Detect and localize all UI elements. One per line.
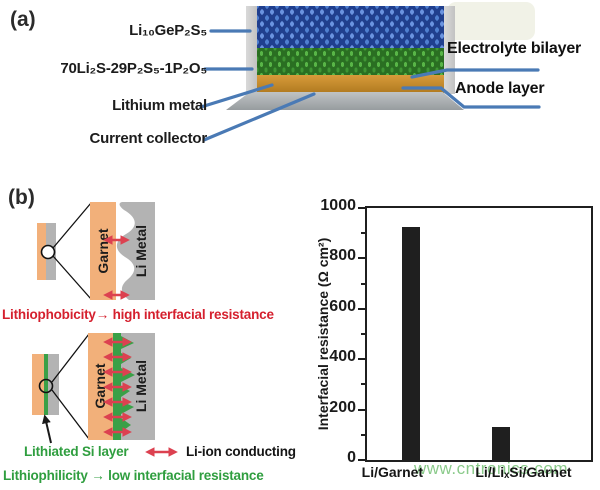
label-li2s-p2s5-p2o5: 70Li₂S-29P₂S₅-1P₂O₅: [60, 60, 207, 77]
leader-line-electrolyte-bilayer: [410, 68, 540, 79]
x-tick-label: Li/Garnet: [361, 464, 424, 480]
li-metal-label: Li Metal: [133, 225, 149, 277]
y-major-tick: [358, 358, 366, 361]
faint-watermark-smudge: [447, 2, 535, 40]
leader-line-lithium-metal: [199, 83, 274, 109]
y-tick-label: 200: [329, 398, 356, 416]
bar: [491, 427, 510, 460]
leader-line-anode-layer: [401, 86, 541, 109]
panel-b-tag: (b): [8, 186, 35, 209]
layer-anode: [257, 75, 444, 93]
y-minor-tick: [361, 383, 366, 386]
garnet-label: Garnet: [95, 228, 111, 273]
zoom-line-bottom: [51, 389, 90, 440]
label-li-ion-conducting: Li-ion conducting: [186, 444, 296, 459]
lithiophilic-diagram: Garnet Li Metal: [32, 333, 178, 457]
y-major-tick: [358, 459, 366, 461]
chart-plot: [358, 206, 593, 462]
leader-line-current-collector: [202, 92, 316, 142]
li-metal-shape: [116, 202, 155, 300]
y-tick-label: 1000: [320, 197, 356, 214]
garnet-bar: [90, 202, 116, 300]
si-pointer-arrow: [42, 414, 52, 444]
y-minor-tick: [361, 232, 366, 235]
y-minor-tick: [361, 282, 366, 285]
panel-a-tag: (a): [10, 8, 36, 31]
mini-garnet-strip: [32, 354, 44, 415]
interface-diagrams-svg: Garnet Li Metal Garnet: [32, 202, 178, 457]
caption-lithiophobicity: Lithiophobicity→ high interfacial resist…: [2, 307, 274, 322]
label-lithiated-si-layer: Lithiated Si layer: [24, 444, 129, 459]
garnet-label: Garnet: [92, 363, 108, 408]
zoom-line-top: [51, 333, 90, 383]
label-anode-layer: Anode layer: [455, 80, 545, 97]
chart-x-tick-labels: Li/Garnet Li/LiₓSi/Garnet: [362, 464, 593, 488]
lithiophobic-diagram: Garnet Li Metal: [37, 202, 155, 300]
y-tick-label: 400: [329, 348, 356, 366]
mini-si-strip: [44, 354, 48, 415]
y-tick-label: 0: [347, 449, 356, 466]
y-tick-label: 600: [329, 297, 356, 315]
layer-li10gep2s5: [257, 6, 444, 48]
stack-left-edge: [246, 6, 257, 94]
label-current-collector: Current collector: [89, 130, 208, 147]
layer-li2s-p2s5-p2o5: [257, 48, 444, 75]
panel-a: (a) Li₁₀GeP₂S₅ 70Li₂S-29P₂S₅-1P₂O₅ Lithi…: [0, 0, 600, 180]
y-tick-label: 800: [329, 247, 356, 265]
leader-lines-svg: [199, 29, 541, 142]
mini-limetal-strip: [48, 354, 59, 415]
magnifier-circle: [38, 378, 54, 394]
y-major-tick: [358, 207, 366, 209]
y-minor-tick: [361, 333, 366, 335]
zoom-line-top: [52, 202, 92, 249]
panel-b: (b) Garnet Li Metal: [0, 180, 310, 490]
chart-y-tick-labels: 0 200 400 600 800 1000: [296, 197, 356, 466]
bar: [402, 226, 421, 460]
li-metal-label: Li Metal: [133, 360, 149, 412]
site-watermark: www.cntronics.com: [414, 459, 568, 478]
y-major-tick: [358, 307, 366, 310]
label-li10gep2s5: Li₁₀GeP₂S₅: [129, 22, 207, 39]
y-major-tick: [358, 408, 366, 411]
label-lithium-metal: Lithium metal: [112, 97, 207, 114]
label-electrolyte-bilayer: Electrolyte bilayer: [447, 40, 582, 57]
magnifier-circle: [40, 244, 56, 260]
caption-lithiophilicity: Lithiophilicity → low interfacial resist…: [3, 468, 264, 483]
zoom-line-bottom: [52, 255, 92, 300]
y-major-tick: [358, 257, 366, 260]
li-ion-arrows: [103, 337, 132, 437]
x-tick-label: Li/LiₓSi/Garnet: [475, 464, 572, 480]
stack-right-edge: [444, 6, 455, 94]
y-minor-tick: [361, 433, 366, 436]
